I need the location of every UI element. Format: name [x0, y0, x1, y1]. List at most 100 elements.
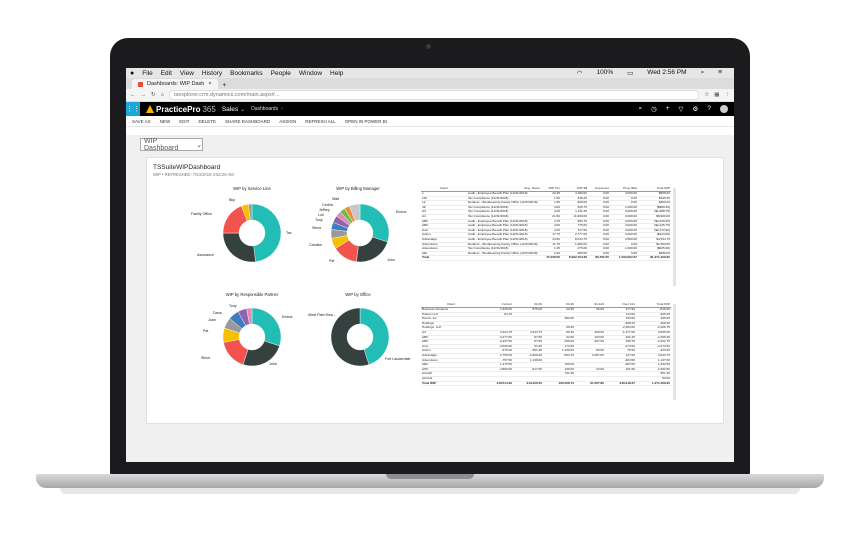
dashboard-selector[interactable]: WIP Dashboard ⌄	[140, 138, 203, 152]
search-icon[interactable]: ⌕	[700, 69, 705, 76]
donut-office[interactable]	[329, 306, 391, 368]
battery-text[interactable]: 100%	[596, 69, 614, 76]
history-icon[interactable]: ◷	[651, 106, 657, 113]
table-row[interactable]: A4 Tax Compliance (12/31/2018) 21.50 11,900…	[421, 214, 671, 220]
column-header[interactable]: Client	[421, 302, 481, 308]
forward-icon[interactable]: →	[140, 92, 147, 98]
donut-slice[interactable]	[251, 307, 282, 347]
donut-slice[interactable]	[223, 339, 249, 365]
refresh-all-button[interactable]: REFRESH ALL	[305, 118, 336, 124]
table-row[interactable]: 4Z Tax Compliance (12/31/2018) 3.00 525.75 0…	[421, 205, 671, 211]
donut-slice[interactable]	[248, 203, 253, 221]
menu-bookmarks[interactable]: Bookmarks	[230, 69, 263, 77]
extensions-icon[interactable]: ▦	[714, 92, 720, 98]
nav-dashboards[interactable]: Dashboards	[251, 106, 279, 112]
new-tab-icon[interactable]: +	[222, 83, 227, 89]
donut-slice[interactable]	[359, 307, 390, 365]
table-row[interactable]: 12 Retainer - Bookkeeping Family Office (…	[421, 200, 671, 206]
donut-slice[interactable]	[222, 232, 256, 263]
home-icon[interactable]: ⌂	[160, 92, 164, 98]
table-row[interactable]: Adventures Retainer - Bookkeeping Family …	[421, 242, 671, 248]
donut-slice[interactable]	[251, 203, 282, 262]
back-icon[interactable]: ←	[130, 92, 136, 98]
column-header[interactable]: Total WIP	[638, 186, 671, 192]
help-icon[interactable]: ?	[707, 105, 711, 112]
column-header[interactable]: Expenses	[588, 186, 610, 192]
list-icon[interactable]: ≡	[718, 69, 722, 76]
menu-file[interactable]: File	[142, 69, 153, 77]
donut-service-line[interactable]	[221, 202, 283, 264]
table-row[interactable]: Advantage Audit - Employee Benefit Plan (…	[421, 237, 671, 243]
donut-billing-manager[interactable]	[329, 202, 391, 264]
table-row[interactable]: Adventures Tax Compliance (12/31/2018) 1.2…	[421, 246, 671, 252]
column-header[interactable]: WIP Hrs	[541, 186, 561, 192]
wip-detail-table[interactable]: Client Eng. Name WIP Hrs WIP $$ Expenses Prog…	[421, 186, 671, 261]
table-row[interactable]: AHC -4,880.00 -617.00 130.00 23.00 101.50 -2,3…	[421, 367, 671, 373]
donut-slice[interactable]	[359, 203, 390, 243]
table1-scrollbar[interactable]	[673, 188, 676, 286]
donut-slice[interactable]	[356, 236, 388, 263]
menu-view[interactable]: View	[179, 69, 194, 77]
table-row[interactable]: Pinters LLC 84.75 113.50 -266.25	[421, 312, 671, 318]
save-as-button[interactable]: SAVE AS	[132, 118, 151, 124]
menu-help[interactable]: Help	[330, 69, 344, 77]
column-header[interactable]: Eng. Name	[467, 186, 541, 192]
chevron-right-icon[interactable]: ›	[281, 106, 283, 112]
table-row[interactable]: Business Solutions 1,620.00 875.00 22.50 60.…	[421, 307, 671, 313]
share-dashboard-button[interactable]: SHARE DASHBOARD	[224, 118, 271, 124]
chevron-down-icon[interactable]: ⌄	[240, 106, 246, 113]
search-icon[interactable]: ⌕	[638, 105, 643, 112]
waffle-icon[interactable]: ⋮⋮	[126, 102, 140, 116]
wifi-icon[interactable]: ◠	[576, 70, 583, 77]
table-row[interactable]: A3 3,424.75 3,424.75 89.30 309.00 -1,477.00 6,…	[421, 330, 671, 336]
star-icon[interactable]: ☆	[704, 92, 710, 98]
donut-responsible-partner[interactable]	[221, 306, 283, 368]
reload-icon[interactable]: ↻	[151, 92, 156, 98]
column-header[interactable]: Prog. Bills	[610, 186, 638, 192]
table-row[interactable]: Action Audit - Employee Benefit Plan (12/…	[421, 232, 671, 238]
clock[interactable]: Wed 2:56 PM	[647, 69, 687, 76]
table-row[interactable]: Parms, Inc. 382.00 153.00 395.00	[421, 316, 671, 322]
column-header[interactable]: 61-90	[543, 302, 575, 308]
filter-icon[interactable]: ▽	[678, 106, 684, 113]
table-row[interactable]: 1 Audit - Employee Benefit Plan (12/31/20…	[421, 191, 671, 197]
table-row[interactable]: 116 Tax Compliance (12/31/2018) 1.50 345.25…	[421, 196, 671, 202]
plus-icon[interactable]: +	[665, 105, 670, 112]
table-row[interactable]: A3 Tax Compliance (12/31/2018) 4.00 1,211.2…	[421, 209, 671, 215]
table-row[interactable]: Adventures -757.50 1,130.00 -484.50 1,137.00	[421, 358, 671, 364]
table-row[interactable]: Advantage 2,755.00 -1,800.00 -953.75 2,287.5…	[421, 353, 671, 359]
donut-slice[interactable]	[349, 203, 361, 222]
menu-history[interactable]: History	[201, 69, 223, 77]
edit-button[interactable]: EDIT	[179, 118, 190, 124]
table-row[interactable]: ABC -2,437.50 87.50 -159.00 -467.00 158.75 -2,…	[421, 339, 671, 345]
column-header[interactable]: 31-60	[513, 302, 543, 308]
table2-scrollbar[interactable]	[673, 304, 676, 400]
table-row[interactable]: Holdings, LLP 66.25 -2,303.00 -2,206.75	[421, 325, 671, 331]
table-row[interactable]: Aircraft 701.25 851.25	[421, 371, 671, 377]
table-row[interactable]: Action -675.00 -351.25 1,150.00 -60.00 78.50-…	[421, 348, 671, 354]
close-tab-icon[interactable]: ×	[208, 81, 212, 87]
wip-aging-table[interactable]: Client Current 31-60 61-90 91-120 Over 121 Tot…	[421, 302, 671, 387]
delete-button[interactable]: DELETE	[198, 118, 216, 124]
menu-dots-icon[interactable]: ⋮	[724, 92, 731, 98]
apple-icon[interactable]: ●	[130, 69, 135, 77]
open-in-power-bi-button[interactable]: OPEN IN POWER BI	[344, 118, 388, 124]
column-header[interactable]: Current	[481, 302, 513, 308]
table-row[interactable]: AEF 1,475.50 150.00 -387.00 1,342.50	[421, 362, 671, 368]
column-header[interactable]: Over 121	[605, 302, 636, 308]
table-row[interactable]: Acer Audit - Employee Benefit Plan (12/31…	[421, 228, 671, 234]
assign-button[interactable]: ASSIGN	[279, 118, 297, 124]
donut-slice[interactable]	[246, 307, 253, 325]
area-sales[interactable]: Sales	[221, 105, 239, 113]
table-row[interactable]: Holdings -368.25 -368.25	[421, 321, 671, 327]
column-header[interactable]: 91-120	[575, 302, 605, 308]
menu-people[interactable]: People	[270, 69, 291, 77]
battery-icon[interactable]: ▭	[627, 70, 634, 77]
new-button[interactable]: NEW	[159, 118, 171, 124]
gear-icon[interactable]: ⚙	[692, 106, 699, 113]
column-header[interactable]: Client	[421, 186, 467, 192]
table-row[interactable]: ABC Audit - Employee Benefit Plan (12/31/…	[421, 223, 671, 229]
browser-tab[interactable]: Dashboards: WIP Dash ×	[132, 79, 218, 89]
donut-slice[interactable]	[330, 307, 370, 367]
table-row[interactable]: ABC Audit - Employee Benefit Plan (12/31/…	[421, 219, 671, 225]
